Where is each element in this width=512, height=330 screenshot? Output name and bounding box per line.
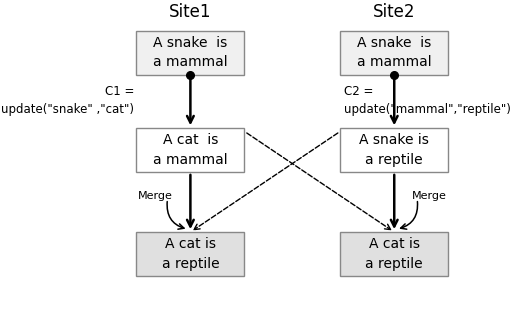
FancyBboxPatch shape xyxy=(136,128,244,172)
Text: A cat  is
a mammal: A cat is a mammal xyxy=(153,133,228,167)
Text: update("mammal","reptile"): update("mammal","reptile") xyxy=(344,103,511,116)
Text: A snake  is
a mammal: A snake is a mammal xyxy=(357,36,432,70)
Text: A snake  is
a mammal: A snake is a mammal xyxy=(153,36,228,70)
Text: A cat is
a reptile: A cat is a reptile xyxy=(162,237,219,271)
Text: Site2: Site2 xyxy=(373,3,416,21)
Text: C2 =: C2 = xyxy=(344,85,374,98)
Text: C1 =: C1 = xyxy=(105,85,134,98)
Text: A snake is
a reptile: A snake is a reptile xyxy=(359,133,429,167)
Text: Merge: Merge xyxy=(412,190,447,201)
Text: Merge: Merge xyxy=(138,190,173,201)
FancyBboxPatch shape xyxy=(136,232,244,276)
FancyBboxPatch shape xyxy=(340,31,449,75)
FancyBboxPatch shape xyxy=(340,128,449,172)
FancyBboxPatch shape xyxy=(136,31,244,75)
Text: update("snake" ,"cat"): update("snake" ,"cat") xyxy=(1,103,134,116)
FancyBboxPatch shape xyxy=(340,232,449,276)
Text: A cat is
a reptile: A cat is a reptile xyxy=(366,237,423,271)
Text: Site1: Site1 xyxy=(169,3,211,21)
